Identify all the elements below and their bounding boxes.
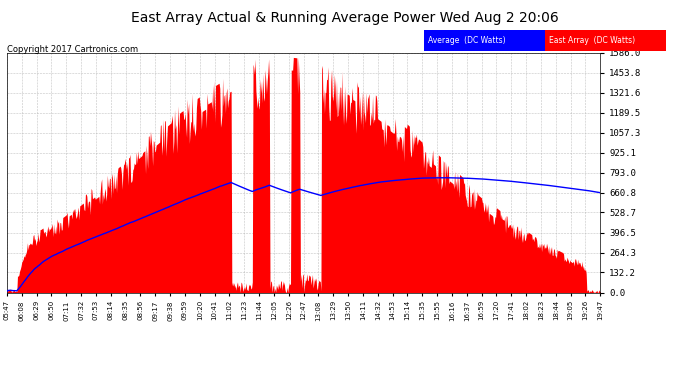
Text: Average  (DC Watts): Average (DC Watts) [428, 36, 505, 45]
Text: Copyright 2017 Cartronics.com: Copyright 2017 Cartronics.com [7, 45, 138, 54]
Text: East Array Actual & Running Average Power Wed Aug 2 20:06: East Array Actual & Running Average Powe… [131, 11, 559, 25]
Text: East Array  (DC Watts): East Array (DC Watts) [549, 36, 635, 45]
